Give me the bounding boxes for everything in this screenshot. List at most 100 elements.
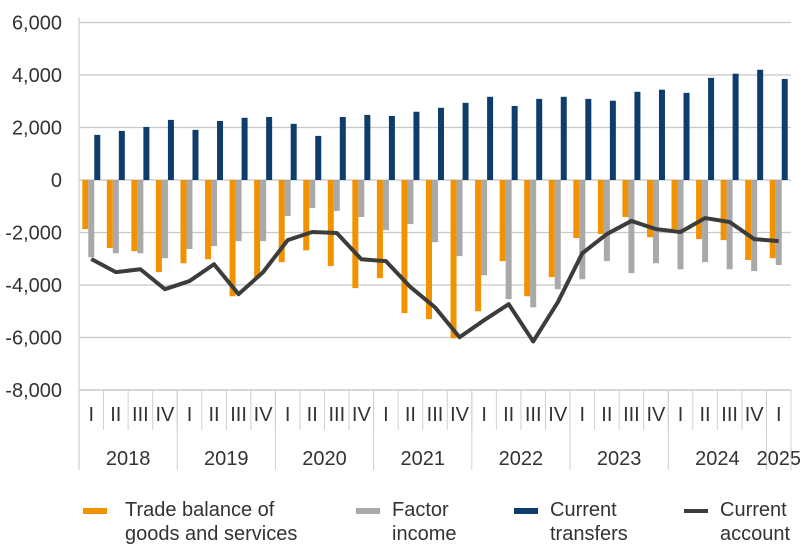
bar-trade-balance-of-goods-and-services xyxy=(499,180,506,262)
bar-factor-income xyxy=(652,180,659,264)
quarter-label: II xyxy=(208,404,219,426)
quarter-label: I xyxy=(285,404,291,426)
quarter-label: I xyxy=(678,404,684,426)
bar-factor-income xyxy=(309,180,316,209)
bar-current-transfers xyxy=(732,73,739,180)
legend-swatch-factor xyxy=(356,508,380,514)
bar-current-transfers xyxy=(438,107,444,180)
bar-trade-balance-of-goods-and-services xyxy=(401,180,408,314)
bar-trade-balance-of-goods-and-services xyxy=(573,180,580,239)
bar-factor-income xyxy=(726,180,733,270)
bar-current-transfers xyxy=(339,117,346,180)
bar-current-transfers xyxy=(536,98,543,180)
bar-factor-income xyxy=(702,180,709,263)
legend-swatch-current-account xyxy=(684,509,708,513)
bar-factor-income xyxy=(137,180,144,254)
quarter-label: IV xyxy=(548,404,568,426)
bar-current-transfers xyxy=(143,126,150,180)
bar-factor-income xyxy=(407,180,414,225)
bar-current-transfers xyxy=(290,123,297,180)
y-tick-label: 6,000 xyxy=(12,13,62,35)
quarter-label: II xyxy=(503,404,514,426)
bar-current-transfers xyxy=(241,117,248,180)
bar-current-transfers xyxy=(609,100,616,180)
quarter-label: III xyxy=(230,404,247,426)
bar-factor-income xyxy=(677,180,684,270)
legend-swatch-trade xyxy=(83,508,107,514)
quarter-label: IV xyxy=(450,404,470,426)
bar-current-transfers xyxy=(560,96,567,180)
bar-current-transfers xyxy=(118,130,125,180)
bar-trade-balance-of-goods-and-services xyxy=(745,180,752,261)
bar-factor-income xyxy=(554,180,561,290)
bar-trade-balance-of-goods-and-services xyxy=(548,180,555,278)
bar-trade-balance-of-goods-and-services xyxy=(205,180,212,260)
legend-swatch-transfers xyxy=(514,508,538,514)
quarter-label: III xyxy=(525,404,542,426)
bar-trade-balance-of-goods-and-services xyxy=(131,180,138,252)
bar-current-transfers xyxy=(585,98,592,180)
quarter-label: I xyxy=(776,404,782,426)
bar-factor-income xyxy=(260,180,267,242)
bar-current-transfers xyxy=(511,105,518,180)
bar-factor-income xyxy=(456,180,463,257)
bar-current-transfers xyxy=(217,120,224,180)
bar-factor-income xyxy=(284,180,291,216)
quarter-label: IV xyxy=(745,404,765,426)
year-label: 2018 xyxy=(106,448,151,470)
y-tick-label: -6,000 xyxy=(5,328,62,350)
year-label: 2024 xyxy=(695,448,740,470)
bar-trade-balance-of-goods-and-services xyxy=(352,180,359,289)
bar-trade-balance-of-goods-and-services xyxy=(597,180,604,235)
year-label: 2025 xyxy=(756,448,801,470)
y-tick-label: 0 xyxy=(51,170,62,192)
bar-factor-income xyxy=(382,180,389,231)
bar-trade-balance-of-goods-and-services xyxy=(376,180,383,279)
bar-current-transfers xyxy=(634,91,641,180)
y-tick-label: -8,000 xyxy=(5,380,62,402)
bar-trade-balance-of-goods-and-services xyxy=(646,180,653,238)
quarter-label: II xyxy=(307,404,318,426)
bar-current-transfers xyxy=(364,114,371,180)
quarter-label: II xyxy=(601,404,612,426)
quarter-label: II xyxy=(110,404,121,426)
bar-trade-balance-of-goods-and-services xyxy=(82,180,89,230)
bar-trade-balance-of-goods-and-services xyxy=(254,180,261,278)
bar-current-transfers xyxy=(757,69,764,180)
bar-factor-income xyxy=(751,180,758,272)
bar-current-transfers xyxy=(462,102,469,180)
bar-current-transfers xyxy=(658,89,665,180)
bar-trade-balance-of-goods-and-services xyxy=(622,180,629,218)
bar-factor-income xyxy=(112,180,119,254)
legend-label-transfers: Current transfers xyxy=(550,499,628,545)
bar-trade-balance-of-goods-and-services xyxy=(720,180,727,241)
year-label: 2019 xyxy=(204,448,249,470)
bar-factor-income xyxy=(333,180,340,211)
bar-current-transfers xyxy=(192,129,199,180)
bar-factor-income xyxy=(579,180,586,280)
bar-factor-income xyxy=(432,180,438,243)
bar-current-transfers xyxy=(266,117,273,180)
bar-current-transfers xyxy=(781,78,788,180)
bar-factor-income xyxy=(481,180,488,276)
bar-factor-income xyxy=(505,180,512,300)
quarter-label: II xyxy=(405,404,416,426)
bar-trade-balance-of-goods-and-services xyxy=(229,180,236,297)
year-label: 2020 xyxy=(302,448,347,470)
bar-factor-income xyxy=(161,180,168,259)
bar-current-transfers xyxy=(487,96,494,180)
year-label: 2023 xyxy=(597,448,642,470)
bar-current-transfers xyxy=(94,134,101,180)
y-tick-label: -2,000 xyxy=(5,223,62,245)
legend-label-trade: Trade balance of goods and services xyxy=(125,499,298,545)
bar-current-transfers xyxy=(708,77,715,180)
line-current-account xyxy=(90,216,779,344)
year-label: 2022 xyxy=(499,448,544,470)
quarter-label: II xyxy=(700,404,711,426)
bar-trade-balance-of-goods-and-services xyxy=(155,180,162,273)
bar-factor-income xyxy=(88,180,95,258)
bar-trade-balance-of-goods-and-services xyxy=(696,180,703,240)
bar-factor-income xyxy=(775,180,782,266)
quarter-label: IV xyxy=(352,404,372,426)
